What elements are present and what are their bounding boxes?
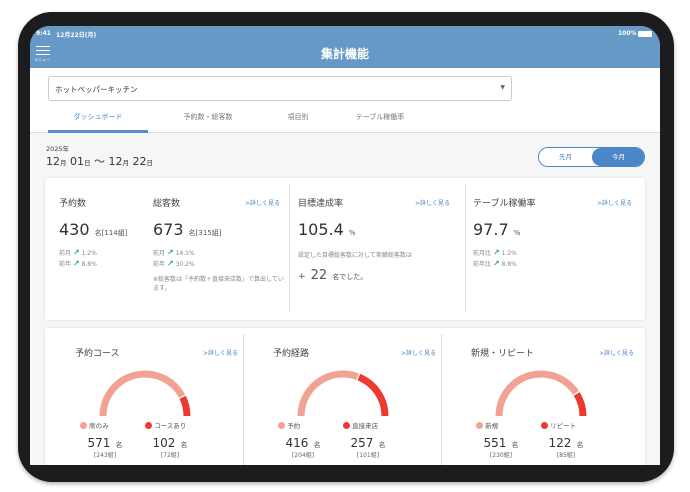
tab-reservations[interactable]: 予約数・総客数 xyxy=(183,113,233,121)
legend-groups: [101組] xyxy=(356,452,380,459)
legend-item: 新規 xyxy=(476,420,536,430)
prev-month-button[interactable]: 先月 xyxy=(539,148,592,166)
store-select-value: ホットペッパーキッチン xyxy=(55,85,138,94)
gauge-segment-1 xyxy=(179,395,191,417)
total-guests-value: 673 名[315組] xyxy=(153,220,222,239)
target-label: 目標達成率 xyxy=(298,199,344,209)
table-rate-value: 97.7 % xyxy=(473,220,521,239)
reservation-route-gauge xyxy=(297,370,389,417)
period-range: 12月 01日 ～ 12月 22日 xyxy=(46,155,153,168)
divider xyxy=(289,184,290,312)
legend-item: 席のみ xyxy=(80,420,140,430)
legend-groups: [243組] xyxy=(93,452,117,459)
reservation-route-detail-link[interactable]: >詳しく見る xyxy=(401,350,437,357)
gauge-segment-1 xyxy=(357,373,389,417)
total-guests-compare: 前月 ↗ 14.1% 前年 ↗ 30.2% xyxy=(153,248,195,268)
store-select[interactable]: ホットペッパーキッチン ▼ xyxy=(48,76,512,101)
trend-up-icon: ↗ xyxy=(492,259,500,268)
legend-groups: [204組] xyxy=(291,452,315,459)
legend-value: 257 名 xyxy=(350,436,386,450)
trend-up-icon: ↗ xyxy=(166,248,174,257)
total-guests-detail-link[interactable]: >詳しく見る xyxy=(245,200,281,207)
legend-dot-icon xyxy=(80,422,87,429)
legend-dot-icon xyxy=(476,422,483,429)
legend-dot-icon xyxy=(145,422,152,429)
legend-value: 102 名 xyxy=(152,436,188,450)
legend-dot-icon xyxy=(541,422,548,429)
active-tab-indicator xyxy=(48,130,148,133)
trend-up-icon: ↗ xyxy=(72,259,80,268)
page-title: 集計機能 xyxy=(320,47,369,61)
reservation-course-detail-link[interactable]: >詳しく見る xyxy=(203,350,239,357)
current-month-button[interactable]: 今月 xyxy=(592,148,644,166)
legend-groups: [72組] xyxy=(160,452,180,459)
reservation-course-gauge xyxy=(99,370,191,417)
gauge-segment-0 xyxy=(495,370,579,417)
battery-icon xyxy=(638,31,652,37)
new-repeat-gauge xyxy=(495,370,587,417)
legend-item: リピート xyxy=(541,420,601,430)
menu-label: メニュー xyxy=(34,57,50,62)
legend-value: 122 名 xyxy=(548,436,584,450)
target-detail-link[interactable]: >詳しく見る xyxy=(415,200,451,207)
status-date: 12月22日(月) xyxy=(56,32,97,39)
gauge-segment-0 xyxy=(99,370,186,417)
hamburger-icon xyxy=(36,46,50,55)
legend-dot-icon xyxy=(278,422,285,429)
period-year: 2025年 xyxy=(46,145,70,153)
table-rate-label: テーブル稼働率 xyxy=(473,199,536,209)
legend-value: 571 名 xyxy=(87,436,123,450)
gauge-card: 予約コース >詳しく見る 席のみ 571 名 [243組] コースあり 102 名 [72… xyxy=(45,328,645,465)
new-repeat-detail-link[interactable]: >詳しく見る xyxy=(599,350,635,357)
status-time: 9:41 xyxy=(36,30,51,37)
divider xyxy=(441,334,442,465)
header: 9:41 12月22日(月) 100% メニュー 集計機能 xyxy=(30,26,660,68)
trend-up-icon: ↗ xyxy=(72,248,80,257)
legend-item: 直接来店 xyxy=(343,420,403,430)
trend-up-icon: ↗ xyxy=(166,259,174,268)
reservation-route-title: 予約経路 xyxy=(273,349,310,359)
target-diff: + 22 名でした。 xyxy=(298,268,368,283)
table-rate-detail-link[interactable]: >詳しく見る xyxy=(597,200,633,207)
total-guests-label: 総客数 xyxy=(153,199,181,209)
tab-dashboard[interactable]: ダッシュボード xyxy=(73,113,123,121)
divider xyxy=(465,184,466,312)
reservation-course-title: 予約コース xyxy=(75,349,120,359)
divider xyxy=(243,334,244,465)
tab-table-rate[interactable]: テーブル稼働率 xyxy=(355,113,405,121)
gauge-segment-0 xyxy=(297,370,359,417)
target-desc: 設定した目標総客数に対して実績総客数は xyxy=(298,252,412,259)
legend-value: 551 名 xyxy=(483,436,519,450)
menu-button[interactable]: メニュー xyxy=(34,46,50,63)
new-repeat-title: 新規・リピート xyxy=(471,349,535,359)
reservations-compare: 前月 ↗ 1.2% 前年 ↗ 8.8% xyxy=(59,248,97,268)
legend-groups: [230組] xyxy=(489,452,513,459)
target-value: 105.4 % xyxy=(298,220,356,239)
legend-dot-icon xyxy=(343,422,350,429)
app-screen: 9:41 12月22日(月) 100% メニュー 集計機能 ホットペッパーキッチ… xyxy=(30,26,660,465)
reservations-label: 予約数 xyxy=(59,199,87,209)
legend-groups: [85組] xyxy=(556,452,576,459)
gauge-segment-1 xyxy=(573,392,587,417)
total-guests-note: ※総客数は「予約数＋直接来店数」で算出しています。 xyxy=(153,276,284,292)
status-battery: 100% xyxy=(618,30,637,37)
summary-card: 予約数 430 名[114組] 前月 ↗ 1.2% 前年 ↗ 8.8% 総客数 … xyxy=(45,178,645,320)
tab-items[interactable]: 項目別 xyxy=(287,113,309,121)
legend-item: コースあり xyxy=(145,420,205,430)
legend-value: 416 名 xyxy=(285,436,321,450)
legend-item: 予約 xyxy=(278,420,338,430)
chevron-down-icon: ▼ xyxy=(500,84,505,91)
trend-up-icon: ↗ xyxy=(492,248,500,257)
period-toggle: 先月 今月 xyxy=(538,147,645,167)
reservations-value: 430 名[114組] xyxy=(59,220,128,239)
table-rate-compare: 前月比 ↗ 1.2% 前年比 ↗ 8.8% xyxy=(473,248,517,268)
